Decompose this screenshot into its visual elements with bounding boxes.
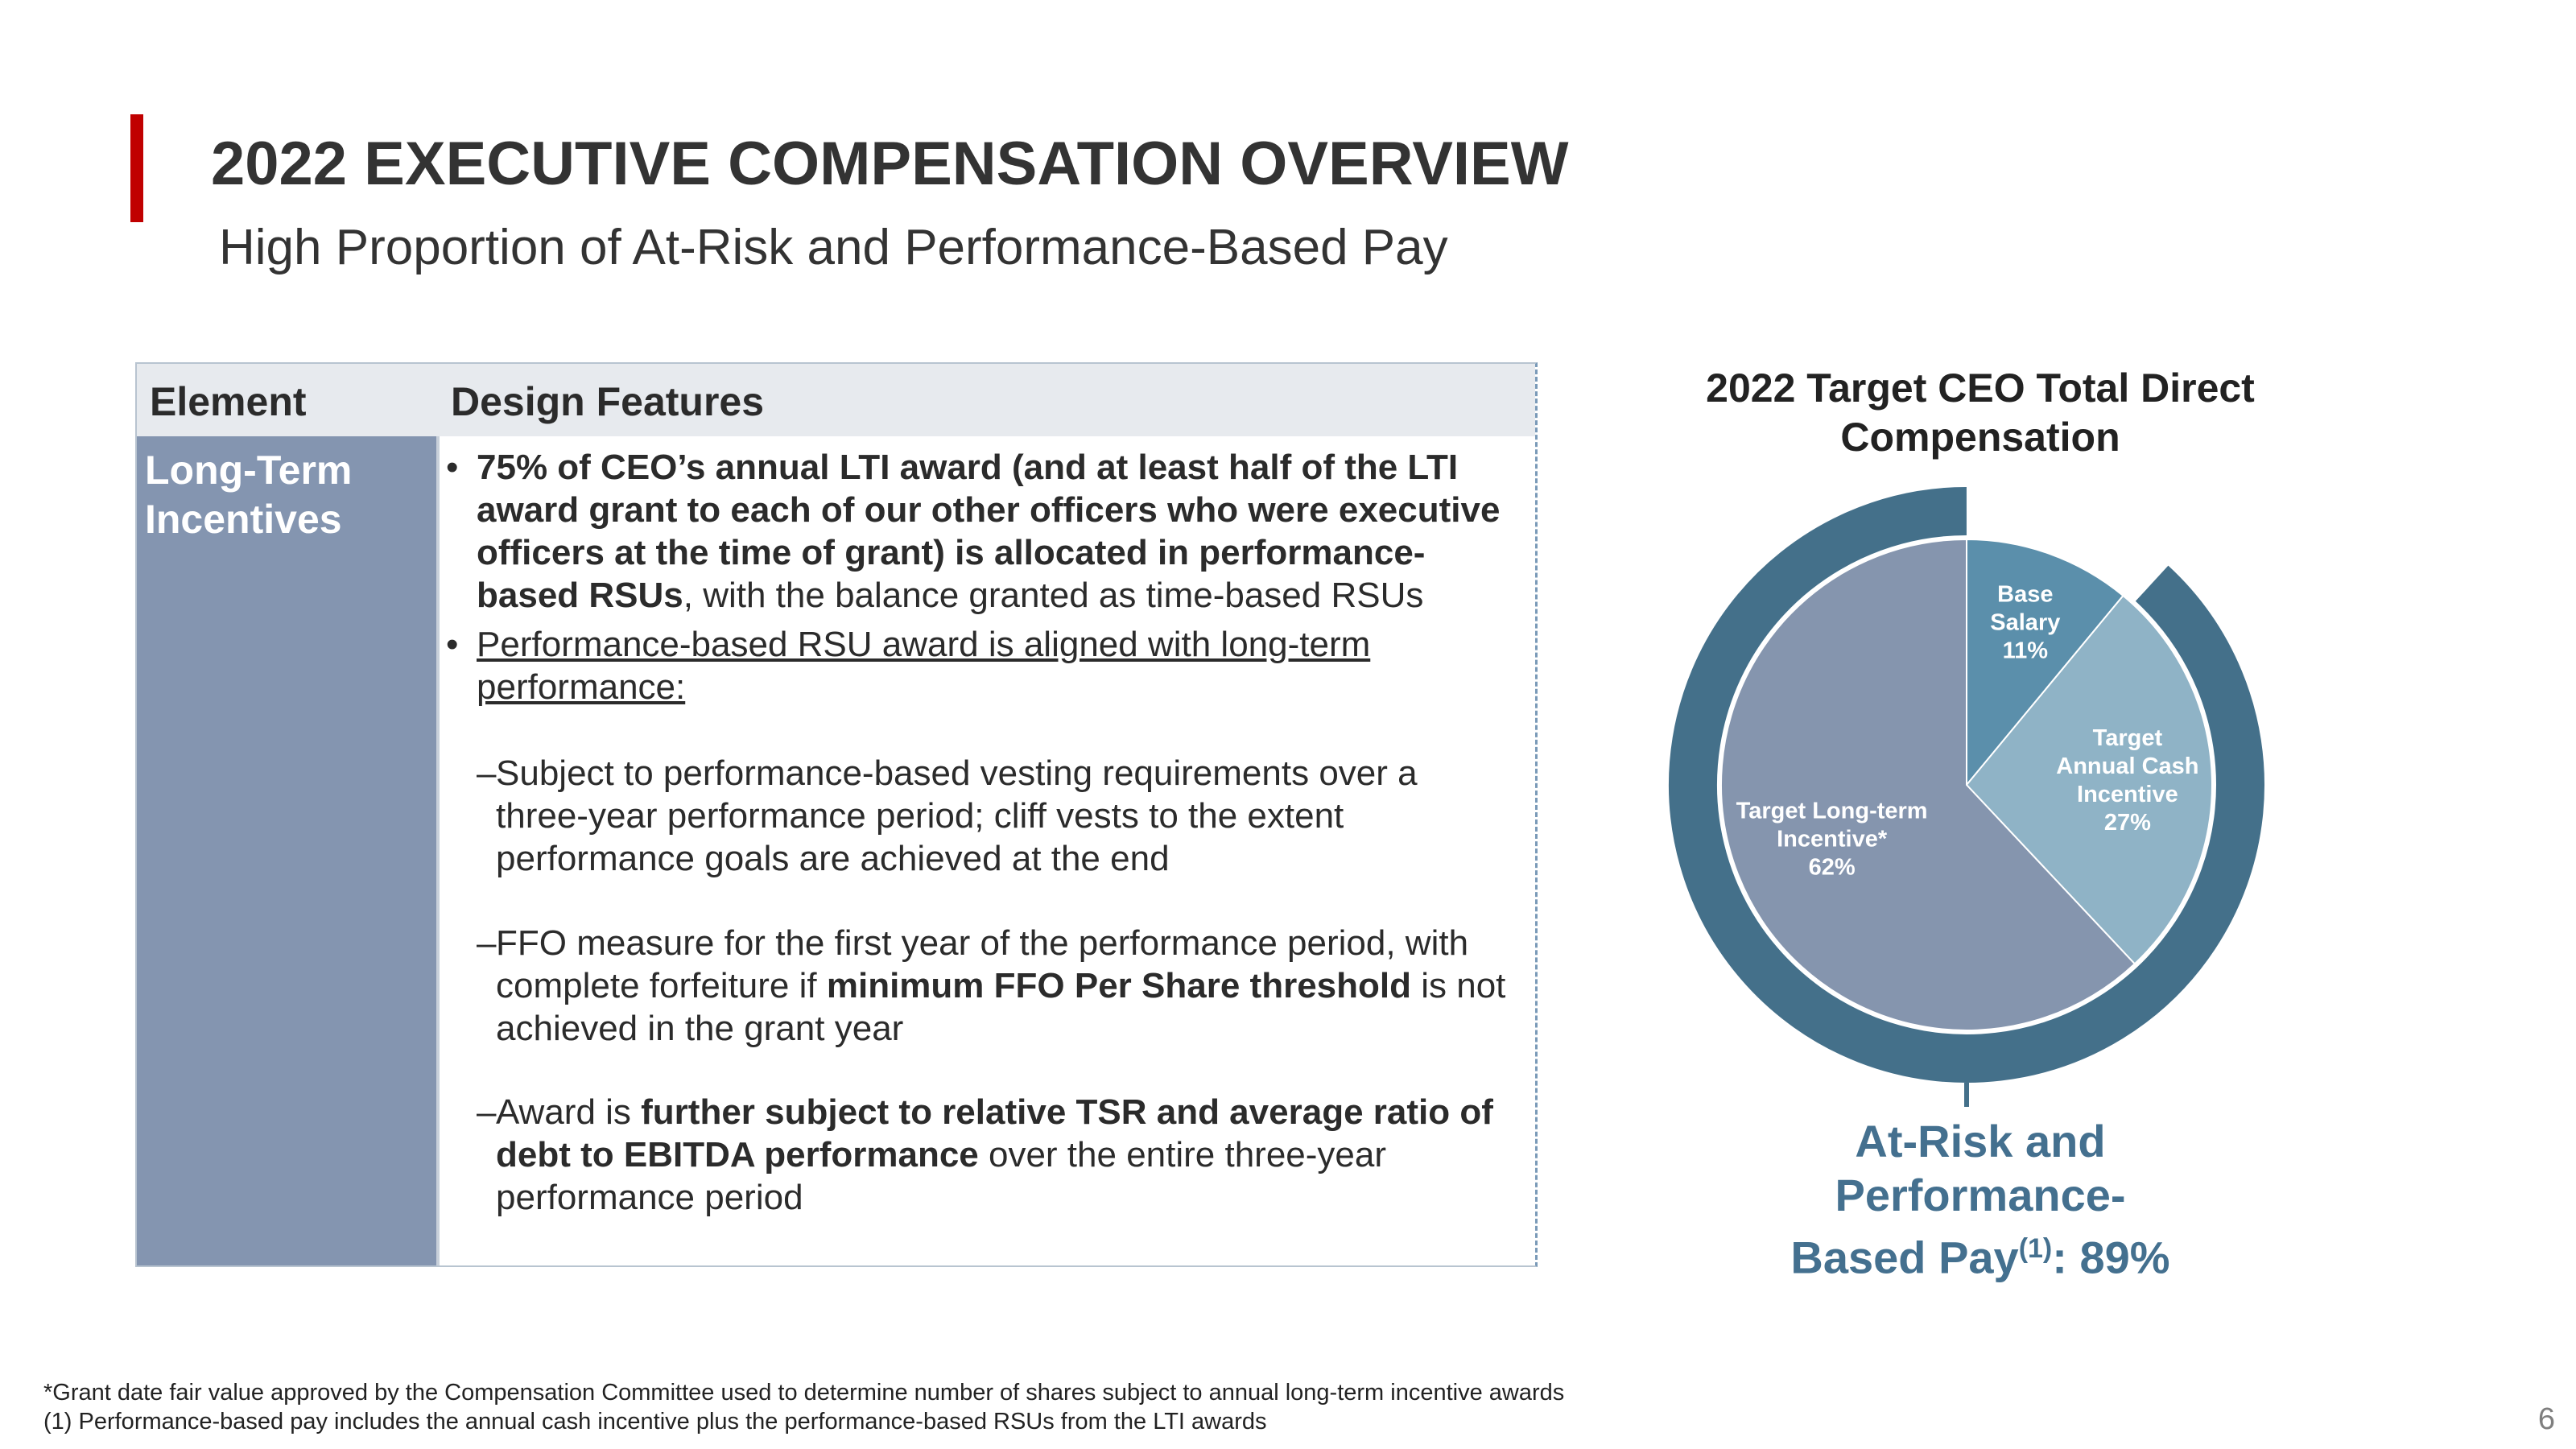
title-accent-bar xyxy=(130,114,143,222)
page-number: 6 xyxy=(2537,1402,2555,1436)
feature-sub-2: FFO measure for the first year of the pe… xyxy=(496,923,1506,1048)
design-features-cell: • 75% of CEO’s annual LTI award (and at … xyxy=(440,436,1535,1265)
page-subtitle: High Proportion of At-Risk and Performan… xyxy=(219,220,1448,275)
compensation-table: Element Design Features Long-Term Incent… xyxy=(135,362,1538,1267)
feature-bullet-1: 75% of CEO’s annual LTI award (and at le… xyxy=(477,448,1501,615)
at-risk-ring xyxy=(1669,487,2264,1083)
footnote-performance-pay: (1) Performance-based pay includes the a… xyxy=(43,1409,1267,1435)
slice-label: Base Salary 11% xyxy=(1990,582,2060,664)
element-label: Long-Term Incentives xyxy=(145,448,353,542)
dash-marker: – xyxy=(477,753,497,793)
feature-sub-3: Award is further subject to relative TSR… xyxy=(496,1092,1493,1217)
feature-sub-1: Subject to performance-based vesting req… xyxy=(496,753,1418,878)
slice-label: Target Annual Cash Incentive 27% xyxy=(2056,725,2198,836)
table-header-row: Element Design Features xyxy=(137,364,1535,436)
bullet-marker: • xyxy=(446,448,459,487)
header-element: Element xyxy=(150,379,307,424)
slice-label: Target Long-term Incentive* 62% xyxy=(1736,798,1928,880)
at-risk-annotation: At-Risk and Performance- Based Pay(1): 8… xyxy=(1790,1116,2170,1283)
element-cell: Long-Term Incentives xyxy=(137,436,440,1265)
bullet-marker: • xyxy=(446,625,459,664)
feature-bullet-2: Performance-based RSU award is aligned w… xyxy=(477,625,1371,707)
chart-title: 2022 Target CEO Total Direct Compensatio… xyxy=(1706,365,2255,460)
dash-marker: – xyxy=(477,1092,497,1132)
page-title: 2022 EXECUTIVE COMPENSATION OVERVIEW xyxy=(211,130,1569,198)
footnote-grant-value: *Grant date fair value approved by the C… xyxy=(43,1380,1565,1406)
dash-marker: – xyxy=(477,923,497,963)
pie-slice xyxy=(1966,538,2124,787)
pie-slice xyxy=(1965,594,2213,965)
pie-slice xyxy=(1720,538,2136,1031)
header-design-features: Design Features xyxy=(451,379,765,424)
